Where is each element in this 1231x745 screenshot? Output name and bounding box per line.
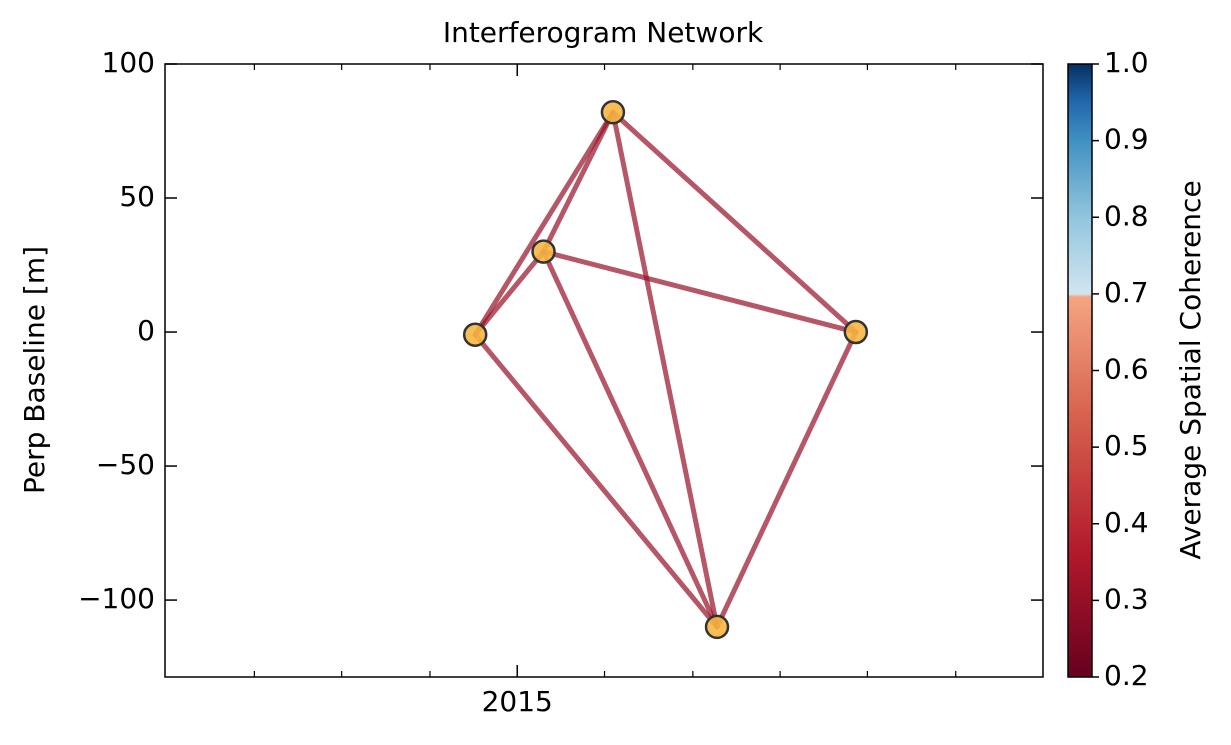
colorbar-tick-label: 1.0 [1104, 46, 1149, 79]
edge [541, 249, 720, 630]
y-tick-label: 0 [137, 314, 155, 347]
plot-frame [164, 63, 1044, 678]
colorbar-tick-label: 0.5 [1104, 429, 1149, 462]
x-tick-label: 2015 [482, 685, 553, 718]
colorbar-tick-label: 0.6 [1104, 353, 1149, 386]
edge [610, 109, 859, 335]
y-tick-label: 100 [102, 46, 155, 79]
colorbar-label: Average Spatial Coherence [1174, 180, 1207, 559]
colorbar-tick-label: 0.4 [1104, 506, 1149, 539]
colorbar [1067, 63, 1093, 678]
chart-title: Interferogram Network [443, 16, 764, 49]
y-tick-label: −50 [96, 448, 155, 481]
y-tick-label: 50 [119, 180, 155, 213]
edge [541, 109, 616, 255]
node [843, 319, 869, 345]
colorbar-tick-label: 0.9 [1104, 123, 1149, 156]
edge [541, 249, 859, 335]
edge [472, 109, 616, 338]
node [531, 239, 556, 264]
colorbar-tick-label: 0.3 [1104, 582, 1149, 615]
node [704, 614, 730, 640]
node [462, 322, 488, 347]
node [600, 99, 626, 125]
colorbar-tick-label: 0.7 [1104, 276, 1149, 309]
edge [714, 329, 859, 630]
y-tick-label: −100 [78, 582, 155, 615]
colorbar-tick-label: 0.2 [1104, 659, 1149, 692]
colorbar-tick-label: 0.8 [1104, 199, 1149, 232]
y-axis-label: Perp Baseline [m] [18, 246, 51, 494]
edge [472, 332, 720, 630]
edge [610, 109, 720, 630]
